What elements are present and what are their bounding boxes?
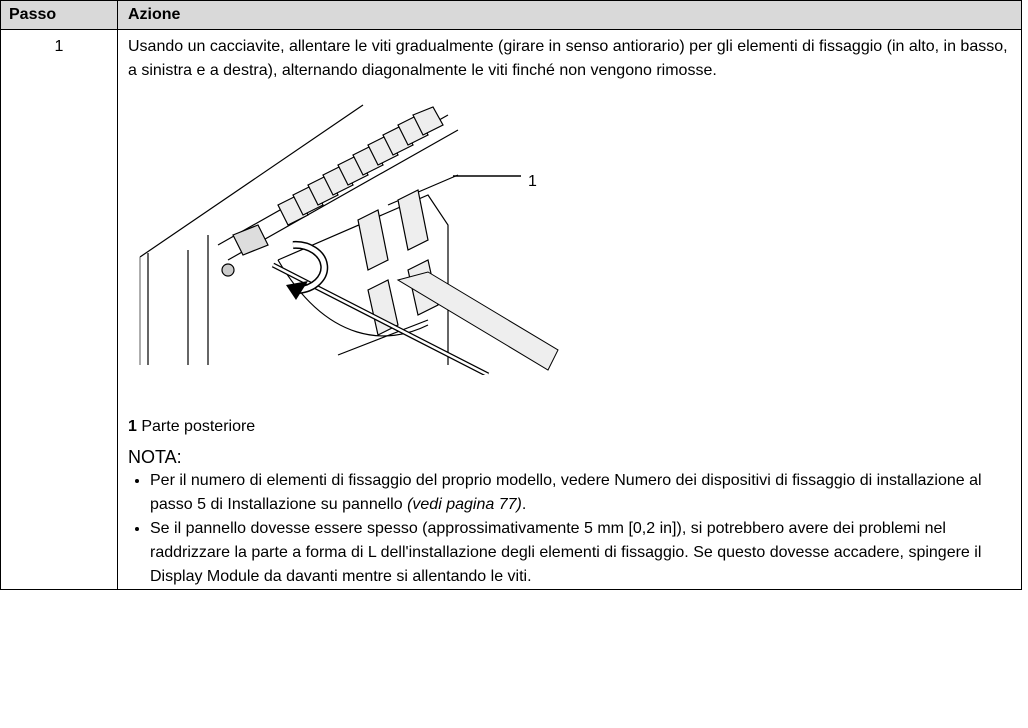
- header-cell: Azione: [117, 0, 1022, 30]
- note-item: Se il pannello dovesse essere spesso (ap…: [150, 517, 1011, 589]
- action-text: Usando un cacciavite, allentare le viti …: [128, 38, 1008, 79]
- note-end: .: [521, 496, 527, 513]
- caption-number: 1: [128, 418, 137, 435]
- caption: 1 Parte posteriore: [128, 415, 1011, 439]
- header-cell: Passo: [0, 0, 118, 30]
- note-list: Per il numero di elementi di fissaggio d…: [128, 469, 1011, 589]
- illustration: [139, 104, 559, 375]
- note-text: Per il numero di elementi di fissaggio d…: [150, 472, 982, 513]
- figure: 1: [128, 85, 1011, 375]
- caption-text: Parte posteriore: [141, 418, 256, 435]
- action-cell: Usando un cacciavite, allentare le viti …: [117, 29, 1022, 590]
- note-item: Per il numero di elementi di fissaggio d…: [150, 469, 1011, 517]
- page-link[interactable]: (vedi pagina 77): [407, 496, 522, 513]
- note-text: Se il pannello dovesse essere spesso (ap…: [150, 520, 982, 585]
- step-number: 1: [0, 29, 118, 590]
- figure-callout: 1: [528, 173, 537, 190]
- note-title: NOTA:: [128, 447, 182, 467]
- steps-table: Passo Azione 1 Usando un cacciavite, all…: [0, 0, 1022, 590]
- header-row: Passo Azione: [0, 0, 1022, 30]
- step-row: 1 Usando un cacciavite, allentare le vit…: [0, 29, 1022, 590]
